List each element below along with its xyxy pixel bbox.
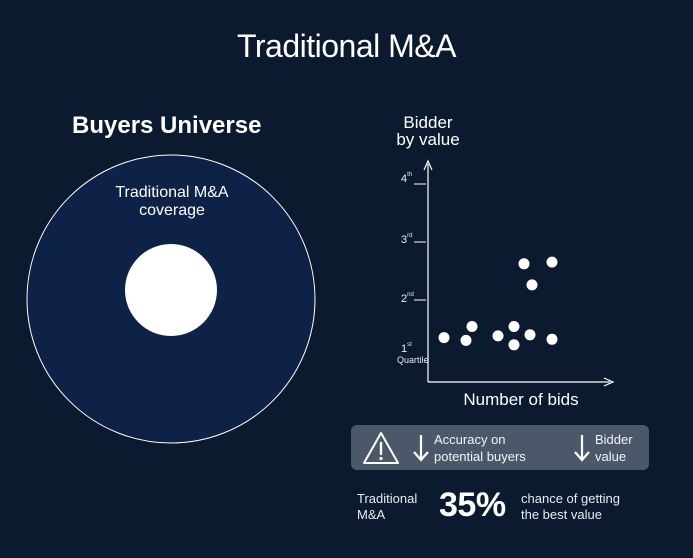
- scatter-point: [508, 339, 520, 351]
- accuracy-text: Accuracy on potential buyers: [434, 432, 526, 464]
- universe-core-circle: [125, 244, 217, 336]
- scatter-point: [460, 334, 472, 346]
- scatter-point: [518, 258, 530, 270]
- summary-description: chance of getting the best value: [521, 491, 621, 522]
- scatter-point: [526, 279, 538, 291]
- scatter-point: [438, 332, 450, 344]
- y-tick-label-4: 4th: [401, 172, 413, 185]
- scatter-point: [546, 333, 558, 345]
- summary-label: Traditional M&A: [357, 491, 418, 522]
- buyers-universe-title: Buyers Universe: [72, 112, 262, 139]
- scatter-point: [524, 329, 536, 341]
- y-axis-title-line2: by value: [396, 130, 460, 149]
- scatter-point: [466, 321, 478, 332]
- y-tick-label-3: 3rd: [401, 233, 413, 246]
- scatter-points: [438, 256, 558, 351]
- down-arrow-icon: [574, 435, 590, 462]
- y-axis-title: Bidder by value: [380, 114, 476, 148]
- summary-percent: 35%: [439, 486, 506, 524]
- scatter-point: [546, 256, 558, 268]
- y-tick-label-1: 1st Quartile: [397, 342, 429, 365]
- coverage-label: Traditional M&A coverage: [92, 184, 252, 220]
- x-axis-arrow: [603, 377, 615, 387]
- down-arrow-icon: [413, 435, 429, 462]
- impact-panel: Accuracy on potential buyers Bidder valu…: [351, 425, 649, 470]
- y-tick-sublabel: Quartile: [397, 355, 429, 365]
- scatter-point: [508, 321, 520, 332]
- warning-icon: [363, 432, 399, 464]
- y-tick-label-2: 2nd: [401, 292, 414, 305]
- y-axis-title-line1: Bidder: [403, 113, 453, 132]
- y-axis-arrow: [423, 159, 433, 171]
- bidder-value-text: Bidder value: [595, 432, 633, 464]
- x-axis-title: Number of bids: [463, 390, 579, 409]
- scatter-point: [492, 330, 504, 342]
- coverage-label-text: Traditional M&A coverage: [115, 184, 229, 219]
- page-title: Traditional M&A: [237, 28, 456, 64]
